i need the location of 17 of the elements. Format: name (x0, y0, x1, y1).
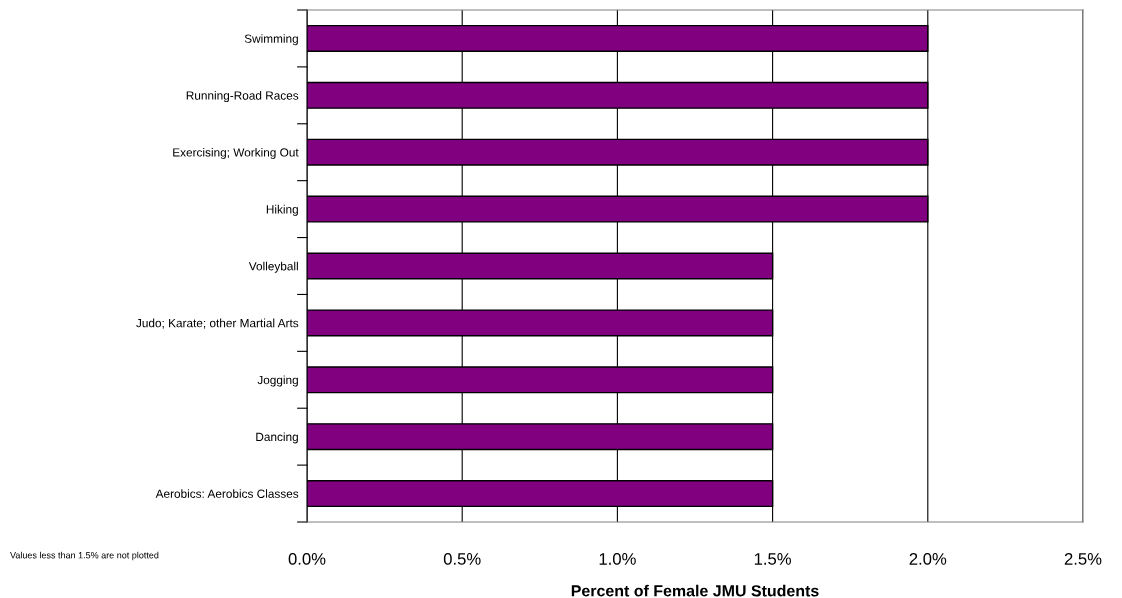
x-tick-label: 1.0% (599, 553, 636, 565)
y-tick-label: Exercising; Working Out (173, 147, 299, 159)
y-tick-label: Jogging (257, 375, 298, 387)
y-tick-label: Aerobics: Aerobics Classes (155, 489, 299, 498)
y-tick-label: Running-Road Races (186, 91, 299, 103)
text: Values less than 1.5% are not plotted (10, 551, 159, 561)
y-tick-label: Volleyball (248, 261, 298, 273)
y-tick-label: Dancing (256, 432, 298, 444)
x-tick-label: 0.5% (443, 553, 481, 565)
y-tick-label: Hiking (266, 204, 298, 216)
y-tick-label: Swimming (244, 34, 298, 46)
x-tick-label: 2.5% (1064, 553, 1102, 565)
x-tick-label: 1.5% (754, 553, 791, 565)
x-tick-label: 2.0% (909, 553, 947, 565)
y-tick-label: Judo; Karate; other Martial Arts (136, 318, 299, 329)
x-tick-label: 0.0% (288, 553, 326, 565)
x-axis-title: Percent of Female JMU Students (571, 584, 819, 597)
